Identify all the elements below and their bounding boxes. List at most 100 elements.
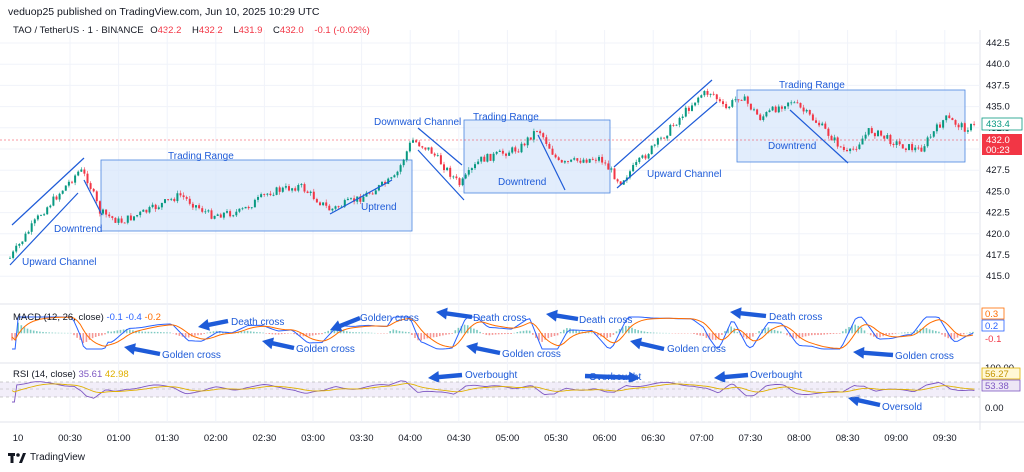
macd-histogram bbox=[11, 322, 974, 344]
high-value: H432.2 bbox=[192, 25, 223, 36]
macd-signal-line bbox=[11, 316, 974, 350]
time-tick-8: 04:00 bbox=[398, 433, 422, 444]
macd-axis-top: 0.3 bbox=[985, 309, 998, 320]
downtrend-2-line bbox=[537, 134, 566, 191]
trading-range-box-1[interactable] bbox=[100, 159, 413, 232]
label-downward-channel: Downward Channel bbox=[374, 117, 461, 128]
close-value: C432.0 bbox=[273, 25, 304, 36]
time-tick-6: 03:00 bbox=[301, 433, 325, 444]
time-tick-19: 09:30 bbox=[933, 433, 957, 444]
trend-lines[interactable] bbox=[9, 79, 849, 266]
rsi-axis-mid: 53.38 bbox=[985, 381, 1009, 392]
label-upward-channel-1: Upward Channel bbox=[22, 257, 97, 268]
rsi-axis-badge-top bbox=[981, 367, 1021, 380]
price-tick-417.5: 417.5 bbox=[986, 250, 1010, 261]
annotation-arrow-9[interactable] bbox=[729, 306, 767, 322]
downtrend-3-line bbox=[789, 109, 849, 164]
annotation-arrow-12[interactable] bbox=[584, 370, 640, 384]
time-tick-9: 04:30 bbox=[447, 433, 471, 444]
annotation-arrow-3[interactable] bbox=[261, 335, 296, 354]
rsi-axis-zero: 0.00 bbox=[985, 403, 1004, 414]
label-golden-cross-2: Golden cross bbox=[296, 344, 355, 355]
last-price-badge bbox=[982, 134, 1022, 155]
price-tick-435.0: 435.0 bbox=[986, 102, 1010, 113]
footer-brand-text: TradingView bbox=[30, 452, 86, 463]
symbol-name[interactable]: TAO / TetherUS · 1 · BINANCE bbox=[13, 25, 144, 36]
time-tick-11: 05:30 bbox=[544, 433, 568, 444]
annotation-arrow-5[interactable] bbox=[435, 306, 473, 323]
label-overbought-3: Overbought bbox=[750, 370, 802, 381]
price-tick-425.0: 425.0 bbox=[986, 186, 1010, 197]
annotation-arrow-2[interactable] bbox=[197, 315, 229, 333]
green-price-text: 433.4 bbox=[986, 119, 1010, 130]
upward-channel-1-top bbox=[11, 157, 85, 226]
time-tick-0: 10 bbox=[13, 433, 24, 444]
label-trading-range-3: Trading Range bbox=[779, 80, 845, 91]
label-downtrend-2: Downtrend bbox=[498, 177, 546, 188]
price-tick-415.0: 415.0 bbox=[986, 271, 1010, 282]
uptrend-line bbox=[329, 179, 393, 215]
price-tick-422.5: 422.5 bbox=[986, 208, 1010, 219]
label-golden-cross-6: Golden cross bbox=[895, 351, 954, 362]
macd-axis-badge-top bbox=[981, 307, 1005, 320]
price-tick-420.0: 420.0 bbox=[986, 229, 1010, 240]
upward-channel-2-bottom bbox=[616, 101, 718, 189]
rsi-legend[interactable]: RSI (14, close) 35.61 42.98 bbox=[13, 369, 129, 380]
label-trading-range-2: Trading Range bbox=[473, 112, 539, 123]
annotation-arrow-10[interactable] bbox=[853, 346, 894, 361]
label-uptrend: Uptrend bbox=[361, 202, 397, 213]
annotation-arrow-6[interactable] bbox=[465, 340, 501, 359]
label-overbought-2: Overbought bbox=[589, 372, 641, 383]
green-price-badge bbox=[981, 117, 1023, 131]
price-axis[interactable]: 442.5440.0437.5435.0432.5430.0427.5425.0… bbox=[986, 38, 1010, 282]
rsi-band bbox=[0, 382, 980, 397]
annotation-arrow-8[interactable] bbox=[629, 335, 666, 355]
symbol-legend: TAO / TetherUS · 1 · BINANCE O432.2 H432… bbox=[13, 25, 374, 36]
annotation-arrow-11[interactable] bbox=[427, 369, 463, 384]
annotation-arrow-1[interactable] bbox=[123, 341, 161, 360]
label-upward-channel-2: Upward Channel bbox=[647, 169, 722, 180]
open-value: O432.2 bbox=[150, 25, 182, 36]
time-tick-5: 02:30 bbox=[253, 433, 277, 444]
price-tick-427.5: 427.5 bbox=[986, 165, 1010, 176]
label-downtrend-1: Downtrend bbox=[54, 224, 102, 235]
annotation-arrow-14[interactable] bbox=[847, 392, 882, 411]
countdown-text: 00:23 bbox=[986, 145, 1010, 156]
macd-axis-bot: -0.1 bbox=[985, 334, 1001, 345]
candlestick-series bbox=[9, 88, 976, 260]
time-axis[interactable]: 10 00:30 01:00 01:30 02:00 02:30 03:00 03:30 04:… bbox=[13, 433, 957, 444]
annotation-arrows[interactable] bbox=[123, 306, 894, 411]
annotation-arrow-4[interactable] bbox=[328, 312, 362, 335]
label-golden-cross-5: Golden cross bbox=[667, 344, 726, 355]
time-tick-4: 02:00 bbox=[204, 433, 228, 444]
label-oversold: Oversold bbox=[882, 402, 922, 413]
footer-brand[interactable]: TradingView bbox=[8, 452, 85, 463]
last-price-text: 432.0 bbox=[986, 135, 1010, 146]
annotation-arrow-7[interactable] bbox=[545, 308, 579, 325]
time-tick-1: 00:30 bbox=[58, 433, 82, 444]
macd-legend[interactable]: MACD (12, 26, close) -0.1 -0.4 -0.2 bbox=[13, 312, 161, 323]
publish-info: veduop25 published on TradingView.com, J… bbox=[8, 6, 320, 18]
price-tick-437.5: 437.5 bbox=[986, 80, 1010, 91]
downward-channel-top bbox=[417, 127, 463, 166]
macd-axis-badge-mid bbox=[981, 319, 1005, 332]
time-tick-10: 05:00 bbox=[496, 433, 520, 444]
low-value: L431.9 bbox=[233, 25, 263, 36]
price-tick-440.0: 440.0 bbox=[986, 59, 1010, 70]
rsi-axis-badge-mid bbox=[981, 379, 1021, 392]
label-golden-cross-3: Golden cross bbox=[360, 313, 419, 324]
label-death-cross-3: Death cross bbox=[579, 315, 632, 326]
time-tick-12: 06:00 bbox=[593, 433, 617, 444]
label-trading-range-1: Trading Range bbox=[168, 151, 234, 162]
change-value: -0.1 (-0.02%) bbox=[314, 25, 370, 36]
time-tick-2: 01:00 bbox=[107, 433, 131, 444]
downtrend-1-line bbox=[83, 179, 103, 216]
tradingview-logo-icon bbox=[8, 452, 26, 463]
annotation-arrow-13[interactable] bbox=[713, 369, 749, 384]
upward-channel-2-top bbox=[613, 79, 713, 168]
label-death-cross-1: Death cross bbox=[231, 317, 284, 328]
time-tick-15: 07:30 bbox=[739, 433, 763, 444]
time-tick-13: 06:30 bbox=[641, 433, 665, 444]
downward-channel-bottom bbox=[417, 149, 465, 201]
